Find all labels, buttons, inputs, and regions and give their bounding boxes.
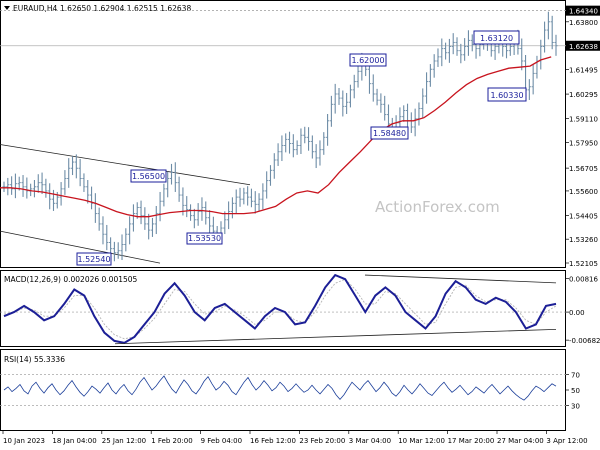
rsi-panel [0, 349, 566, 431]
symbol-label: EURAUD,H4 [13, 4, 58, 13]
annotation-label: 1.53530 [188, 234, 221, 243]
price-annotations: 1.63120 1.62000 1.60330 1.58480 1.56500 1.535… [76, 30, 527, 266]
price-tick-label: 1.60295 [569, 91, 598, 99]
watermark: ActionForex.com [375, 198, 500, 216]
price-highlight-label: 1.64340 [569, 8, 598, 16]
date-tick-label: 10 Mar 12:00 [398, 437, 445, 445]
price-tick-label: 1.52105 [569, 260, 598, 268]
price-tick-label: 1.63800 [569, 19, 598, 27]
price-highlight-box [566, 40, 600, 51]
price-tick-label: 1.53260 [569, 236, 598, 244]
price-highlight-box [566, 5, 600, 16]
channel-lower-line [0, 230, 161, 264]
annotation-box [130, 169, 167, 183]
macd-trendline [114, 328, 557, 345]
price-highlight-label: 1.62638 [569, 43, 598, 51]
date-tick-label: 18 Jan 04:00 [52, 437, 96, 445]
macd-tick-label: 0.00816 [569, 276, 598, 284]
annotation-label: 1.52540 [77, 255, 110, 264]
macd-trendline [364, 274, 557, 284]
annotation-label: 1.62000 [351, 56, 384, 65]
price-axis: 1.64340 1.63800 1.61495 1.60295 1.59110 1.579… [566, 5, 600, 268]
date-tick-label: 27 Mar 04:00 [497, 437, 544, 445]
channel-upper-line [0, 144, 251, 186]
macd-tick-label: 0.00 [569, 309, 585, 317]
price-bars [2, 11, 558, 262]
ohlc-label: 1.62650 1.62904 1.62515 1.62638 [60, 4, 191, 13]
date-tick-label: 25 Jan 12:00 [102, 437, 146, 445]
rsi-axis: 70 50 30 [566, 371, 580, 411]
price-tick-label: 1.61495 [569, 66, 598, 74]
price-tick-label: 1.59110 [569, 116, 598, 124]
date-axis: 10 Jan 2023 18 Jan 04:00 25 Jan 12:00 1 Feb… [2, 431, 588, 445]
macd-lines [3, 273, 557, 344]
date-tick-label: 3 Mar 04:00 [349, 437, 391, 445]
date-tick-label: 23 Feb 20:00 [299, 437, 345, 445]
annotation-box [76, 252, 112, 266]
annotation-box [349, 53, 387, 67]
macd-trendlines [114, 274, 557, 345]
date-tick-label: 3 Apr 12:00 [546, 437, 587, 445]
chart-header: EURAUD,H4 1.62650 1.62904 1.62515 1.6263… [4, 4, 191, 13]
macd-main-line [3, 273, 557, 344]
date-tick-label: 16 Feb 12:00 [250, 437, 296, 445]
price-panel [0, 0, 566, 268]
date-tick-label: 10 Jan 2023 [3, 437, 45, 445]
date-tick-label: 17 Mar 20:00 [448, 437, 495, 445]
annotation-label: 1.58480 [373, 129, 406, 138]
annotation-box [473, 30, 520, 45]
date-tick-label: 1 Feb 20:00 [151, 437, 192, 445]
annotation-label: 1.60330 [490, 91, 523, 100]
annotation-box [487, 87, 527, 102]
moving-average [0, 56, 552, 218]
rsi-tick-label: 70 [571, 371, 580, 379]
macd-axis: 0.00816 0.00 -0.006821 [566, 276, 600, 345]
annotation-box [370, 126, 409, 140]
annotation-label: 1.56500 [132, 172, 165, 181]
rsi-label: RSI(14) 55.3336 [4, 355, 65, 364]
macd-label: MACD(12,26,9) 0.002026 0.001505 [4, 275, 138, 284]
rsi-path [3, 375, 557, 401]
price-tick-label: 1.54405 [569, 213, 598, 221]
moving-average-line [0, 56, 552, 218]
rsi-tick-label: 50 [571, 387, 580, 395]
price-tick-label: 1.56705 [569, 165, 598, 173]
price-tick-label: 1.55600 [569, 188, 598, 196]
price-tick-label: 1.57950 [569, 139, 598, 147]
date-tick-label: 9 Feb 04:00 [201, 437, 242, 445]
annotation-label: 1.63120 [480, 34, 513, 43]
dropdown-triangle-icon[interactable] [4, 6, 10, 10]
rsi-tick-label: 30 [571, 403, 580, 411]
macd-tick-label: -0.006821 [569, 337, 600, 345]
annotation-box [186, 232, 223, 245]
rsi-line [3, 375, 557, 401]
price-channel [0, 144, 251, 264]
